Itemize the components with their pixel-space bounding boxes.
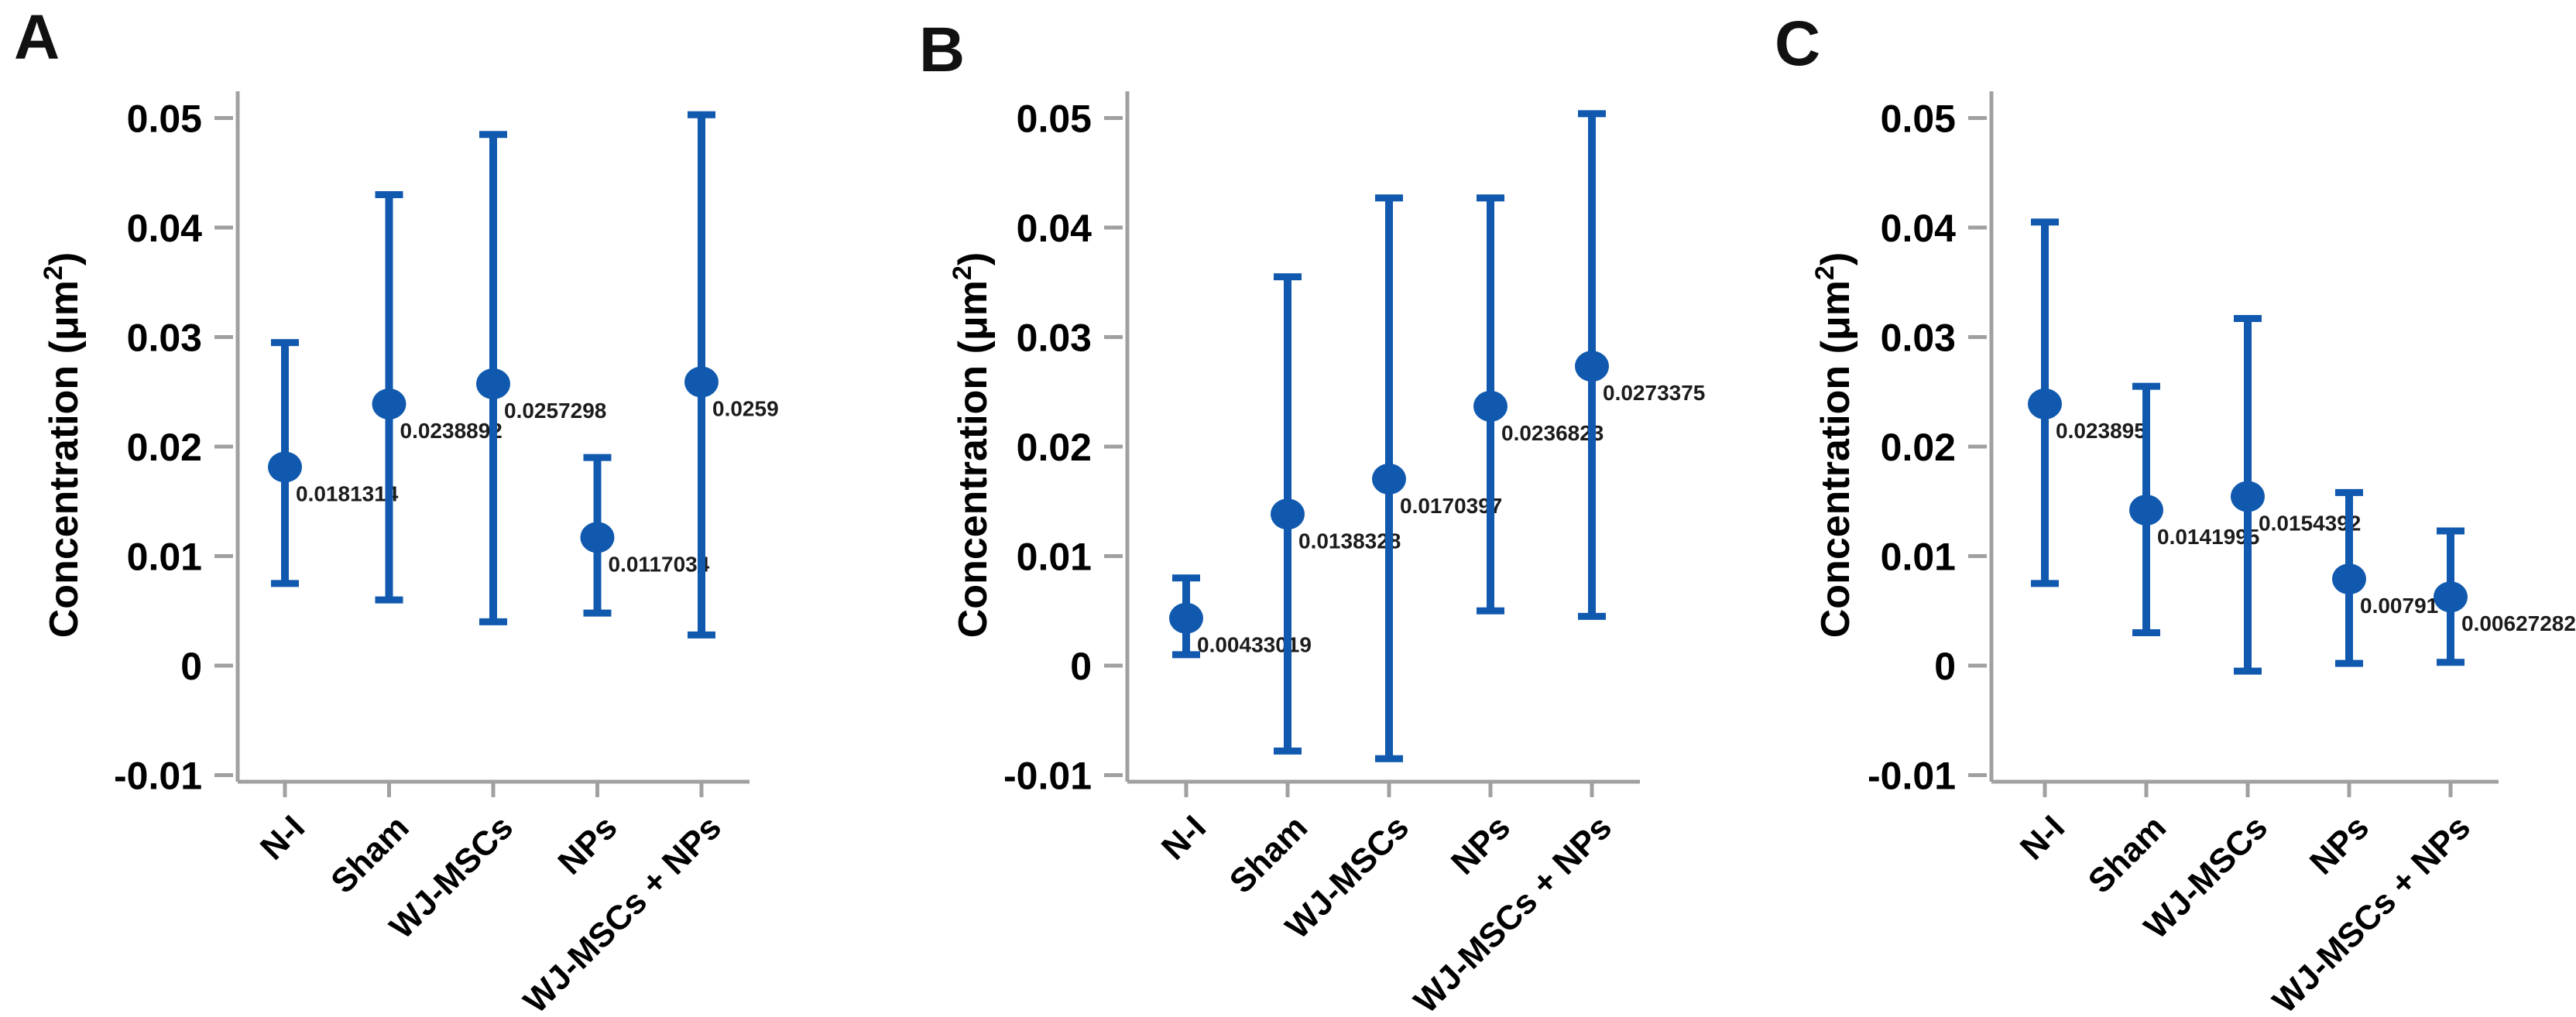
point-label: 0.0273375 <box>1603 381 1705 405</box>
y-tick-label: 0.05 <box>127 98 202 141</box>
x-category-label: Sham <box>324 808 416 900</box>
mean-dot <box>684 366 719 398</box>
y-tick-label: 0.02 <box>127 426 202 469</box>
y-tick-label: 0 <box>180 645 202 688</box>
y-axis-title: Concentration (μm2) <box>1810 252 1858 639</box>
point-label: 0.00791 <box>2360 594 2438 618</box>
x-category-label: Sham <box>2081 808 2173 900</box>
mean-dot <box>2231 481 2265 512</box>
y-tick-label: -0.01 <box>1003 755 1092 798</box>
y-tick-label: -0.01 <box>114 755 202 798</box>
y-tick-label: 0.01 <box>1017 536 1092 579</box>
point-label: 0.00433019 <box>1197 633 1312 657</box>
x-category-label: WJ-MSCs + NPs <box>516 808 729 1017</box>
mean-dot <box>1372 463 1406 495</box>
y-tick-label: 0 <box>1070 645 1092 688</box>
panel-b: B 0.05 0.04 0.03 0.02 0.01 0 -0.01 Concentratio… <box>859 0 1717 1017</box>
point-label: 0.0170397 <box>1400 494 1502 518</box>
y-tick-label: 0.04 <box>127 207 203 250</box>
y-axis-title: Concentration (μm2) <box>39 252 87 639</box>
y-tick-label: 0.05 <box>1017 98 1092 141</box>
y-tick-label: 0.01 <box>1881 536 1956 579</box>
y-tick-label: 0.02 <box>1017 426 1092 469</box>
point-label: 0.0154392 <box>2259 512 2361 536</box>
y-tick-label: 0.05 <box>1881 98 1956 141</box>
chart-b: 0.05 0.04 0.03 0.02 0.01 0 -0.01 Concentration … <box>948 91 1705 1017</box>
panel-letter-b: B <box>919 15 966 85</box>
mean-dot <box>268 451 302 483</box>
chart-c: 0.05 0.04 0.03 0.02 0.01 0 -0.01 Concentration … <box>1810 91 2576 1017</box>
x-category-label: NPs <box>551 808 624 882</box>
panel-letter-c: C <box>1775 9 1822 79</box>
mean-dot <box>476 368 510 399</box>
panel-letter-a: A <box>14 2 61 73</box>
mean-dot <box>1271 498 1305 530</box>
x-category-label: Sham <box>1223 808 1315 900</box>
point-label: 0.0238892 <box>400 419 503 443</box>
point-label: 0.0117034 <box>609 552 710 576</box>
mean-dot <box>1169 602 1203 634</box>
point-label: 0.023895 <box>2056 419 2146 443</box>
mean-dot <box>580 522 615 553</box>
y-tick-label: 0.04 <box>1881 207 1957 250</box>
mean-dot <box>372 388 406 419</box>
point-label: 0.0259 <box>712 397 779 421</box>
x-category-label: N-I <box>253 808 312 867</box>
mean-dot <box>1575 351 1609 382</box>
point-label: 0.0257298 <box>504 399 606 423</box>
y-tick-label: 0.02 <box>1881 426 1956 469</box>
y-tick-label: 0.03 <box>1017 317 1092 360</box>
chart-a: 0.05 0.04 0.03 0.02 0.01 0 -0.01 Concentration … <box>39 91 779 1017</box>
mean-dot <box>2332 563 2366 595</box>
x-category-label: N-I <box>1154 808 1213 867</box>
x-category-label: NPs <box>1444 808 1518 882</box>
point-label: 0.00627282 <box>2461 611 2576 635</box>
mean-dot <box>2129 495 2163 526</box>
y-tick-label: 0 <box>1934 645 1956 688</box>
y-tick-label: 0.03 <box>1881 317 1956 360</box>
x-category-label: N-I <box>2013 808 2072 867</box>
point-label: 0.0181314 <box>296 481 399 505</box>
y-tick-label: 0.01 <box>127 536 202 579</box>
y-tick-label: 0.03 <box>127 317 202 360</box>
point-label: 0.0138328 <box>1298 529 1401 553</box>
point-label: 0.0236823 <box>1501 421 1604 445</box>
panel-c: C 0.05 0.04 0.03 0.02 0.01 0 -0.01 Concentratio… <box>1717 0 2576 1017</box>
y-tick-label: -0.01 <box>1868 755 1956 798</box>
y-tick-label: 0.04 <box>1017 207 1092 250</box>
mean-dot <box>2434 581 2468 613</box>
y-axis-title: Concentration (μm2) <box>948 252 996 639</box>
panel-a: A 0.05 0.04 0.03 0.02 0.01 0 -0.01 Concentratio… <box>0 0 859 1017</box>
mean-dot <box>1473 390 1508 422</box>
point-label: 0.0141995 <box>2157 525 2259 549</box>
mean-dot <box>2028 388 2062 419</box>
x-category-label: NPs <box>2303 808 2376 882</box>
